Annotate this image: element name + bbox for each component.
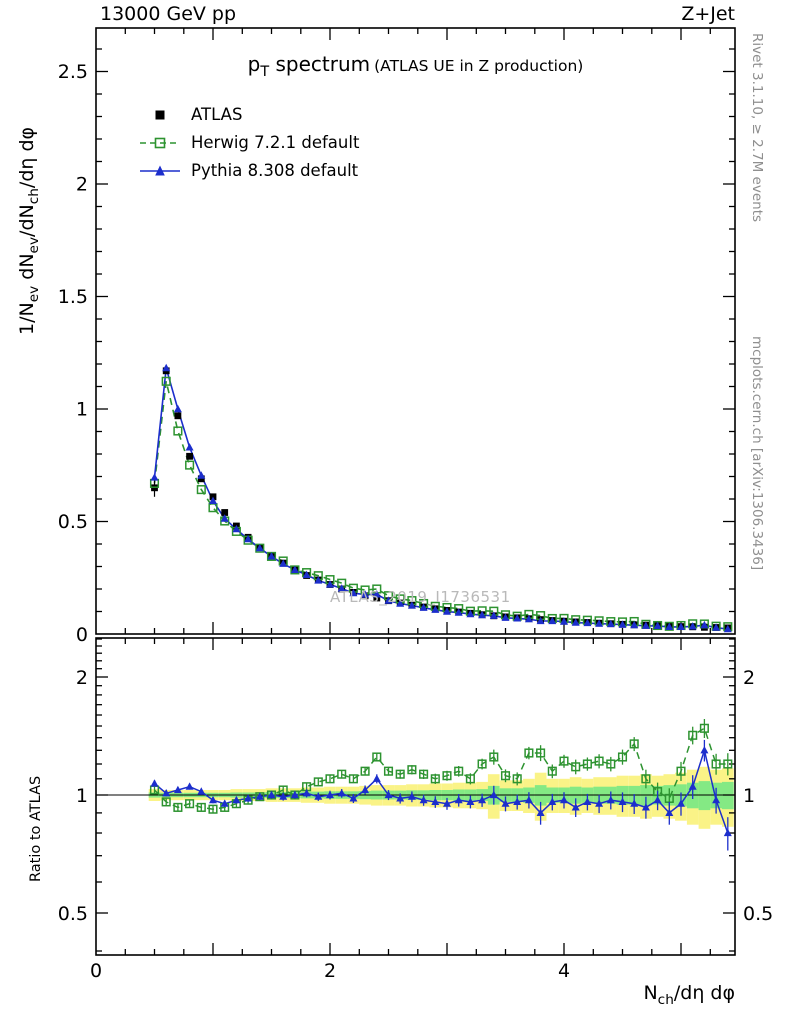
legend-label-atlas: ATLAS — [191, 105, 243, 124]
title-observable: pT spectrum — [247, 52, 371, 80]
svg-text:1: 1 — [76, 785, 88, 807]
svg-text:2: 2 — [76, 667, 88, 689]
legend-item-herwig: Herwig 7.2.1 default — [138, 133, 359, 152]
svg-text:2: 2 — [743, 667, 755, 689]
analysis-watermark: ATLAS_2019_I1736531 — [330, 588, 511, 606]
mcplots-arxiv-label: mcplots.cern.ch [arXiv:1306.3436] — [749, 336, 765, 571]
y-axis-label-main: 1/Nev dNev/dNch/dη dφ — [16, 126, 42, 335]
pythia-ratio-points — [150, 739, 732, 851]
y-axis-label-ratio: Ratio to ATLAS — [28, 775, 44, 882]
svg-text:2: 2 — [324, 960, 336, 982]
rivet-version-label: Rivet 3.1.10, ≥ 2.7M events — [749, 33, 765, 223]
herwig-ratio-line — [153, 727, 728, 810]
svg-text:4: 4 — [558, 960, 570, 982]
title-context: (ATLAS UE in Z production) — [374, 57, 584, 75]
legend-label-pythia: Pythia 8.308 default — [191, 161, 359, 180]
svg-text:1.5: 1.5 — [58, 286, 88, 308]
legend: ATLAS Herwig 7.2.1 default Pythia 8.308 … — [138, 105, 359, 189]
plot-title: pT spectrum (ATLAS UE in Z production) — [96, 52, 735, 80]
svg-text:2: 2 — [76, 174, 88, 196]
pythia-spectrum-points — [150, 363, 732, 633]
process-label: Z+Jet — [681, 3, 735, 25]
herwig-marker-icon — [140, 137, 180, 148]
x-axis-label: Nch/dη dφ — [643, 982, 735, 1008]
beam-energy-label: 13000 GeV pp — [100, 3, 237, 25]
svg-text:0.5: 0.5 — [743, 903, 773, 925]
svg-text:0: 0 — [76, 624, 88, 646]
svg-text:0: 0 — [90, 960, 102, 982]
legend-label-herwig: Herwig 7.2.1 default — [191, 133, 360, 152]
herwig-ratio-points — [149, 719, 733, 814]
ratio-panel-frame — [95, 637, 736, 956]
svg-text:1: 1 — [743, 785, 755, 807]
main-panel-frame — [95, 27, 736, 635]
atlas-marker-icon — [155, 110, 165, 119]
axis-ticks — [96, 28, 735, 955]
legend-item-pythia: Pythia 8.308 default — [138, 161, 359, 180]
svg-text:0.5: 0.5 — [58, 903, 88, 925]
svg-text:0.5: 0.5 — [58, 511, 88, 533]
svg-text:2.5: 2.5 — [58, 61, 88, 83]
svg-text:1: 1 — [76, 399, 88, 421]
tick-labels: 0.5 1 1.5 2 2.5 0 0.5 0.5 1 1 2 2 0 2 4 — [58, 61, 773, 982]
legend-item-atlas: ATLAS — [138, 105, 359, 124]
pythia-marker-icon — [140, 165, 180, 175]
